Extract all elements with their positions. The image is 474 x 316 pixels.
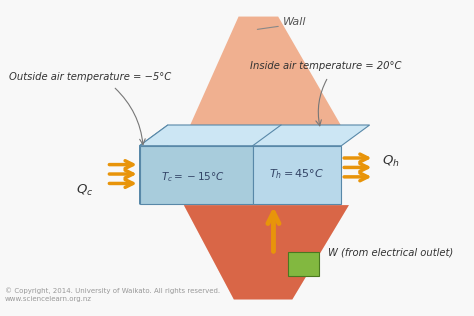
Text: Wall: Wall (283, 17, 306, 27)
Text: W (from electrical outlet): W (from electrical outlet) (328, 247, 454, 257)
Text: Inside air temperature = 20°C: Inside air temperature = 20°C (250, 61, 401, 70)
Polygon shape (184, 205, 349, 300)
Text: $T_c = -15°C$: $T_c = -15°C$ (162, 170, 225, 184)
Polygon shape (288, 252, 319, 276)
Text: Outside air temperature = −5°C: Outside air temperature = −5°C (9, 72, 172, 82)
Polygon shape (139, 146, 253, 204)
Text: $Q_c$: $Q_c$ (76, 183, 93, 198)
Text: $Q_h$: $Q_h$ (383, 154, 400, 169)
Polygon shape (184, 16, 349, 139)
Text: $T_h = 45°C$: $T_h = 45°C$ (269, 167, 325, 181)
Polygon shape (253, 146, 341, 204)
Polygon shape (139, 125, 168, 204)
Polygon shape (139, 125, 370, 146)
Text: © Copyright, 2014. University of Waikato. All rights reserved.
www.sciencelearn.: © Copyright, 2014. University of Waikato… (5, 288, 220, 302)
Polygon shape (184, 205, 349, 300)
